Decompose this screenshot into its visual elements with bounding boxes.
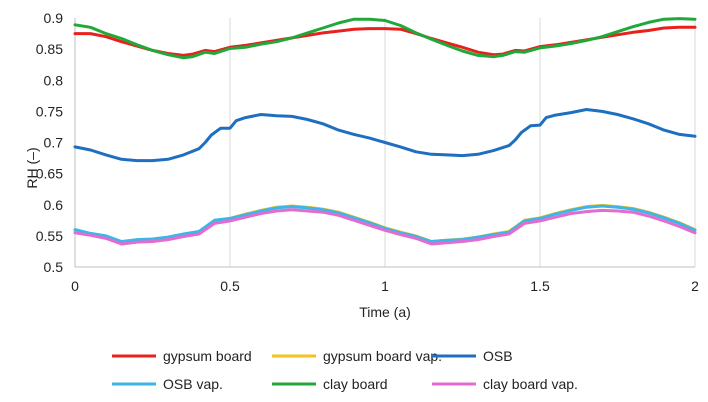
- x-tick-label: 1: [381, 278, 389, 294]
- legend-label: OSB: [483, 348, 513, 364]
- legend: gypsum board gypsum board vap. OSB OSB vap.…: [112, 348, 578, 392]
- tick-labels: 0 0.5 1 1.5 2 0.5 0.55 0.6 0.65 0.7 0.75 0.8 0.85 0.9: [36, 10, 699, 294]
- legend-label: clay board vap.: [483, 376, 578, 392]
- y-tick-label: 0.55: [36, 228, 63, 244]
- x-tick-label: 0.5: [220, 278, 240, 294]
- y-tick-label: 0.8: [44, 72, 64, 88]
- series-line-clay-board: [73, 17, 697, 60]
- axes: [74, 18, 695, 268]
- legend-item: gypsum board vap.: [272, 348, 442, 364]
- legend-label: OSB vap.: [163, 376, 223, 392]
- series-line-osb-vap-: [73, 204, 697, 243]
- legend-item: gypsum board: [112, 348, 252, 364]
- y-axis-title: RH (–): [24, 147, 40, 188]
- y-tick-label: 0.65: [36, 166, 63, 182]
- grid-lines: [229, 18, 696, 267]
- legend-label: clay board: [323, 376, 388, 392]
- x-tick-label: 0: [71, 278, 79, 294]
- y-tick-label: 0.85: [36, 41, 63, 57]
- y-tick-label: 0.7: [44, 135, 64, 151]
- legend-item: OSB vap.: [112, 376, 223, 392]
- legend-item: OSB: [432, 348, 513, 364]
- legend-item: clay board vap.: [432, 376, 578, 392]
- series-lines: [73, 17, 697, 246]
- x-tick-label: 2: [691, 278, 699, 294]
- series-line-clay-board-vap-: [73, 208, 697, 246]
- y-tick-label: 0.5: [44, 259, 64, 275]
- y-tick-label: 0.6: [44, 197, 64, 213]
- legend-item: clay board: [272, 376, 388, 392]
- y-tick-label: 0.75: [36, 103, 63, 119]
- x-axis-title: Time (a): [359, 304, 411, 320]
- legend-label: gypsum board vap.: [323, 348, 442, 364]
- legend-label: gypsum board: [163, 348, 252, 364]
- series-line-osb: [73, 108, 697, 163]
- y-tick-label: 0.9: [44, 10, 64, 26]
- x-tick-label: 1.5: [530, 278, 550, 294]
